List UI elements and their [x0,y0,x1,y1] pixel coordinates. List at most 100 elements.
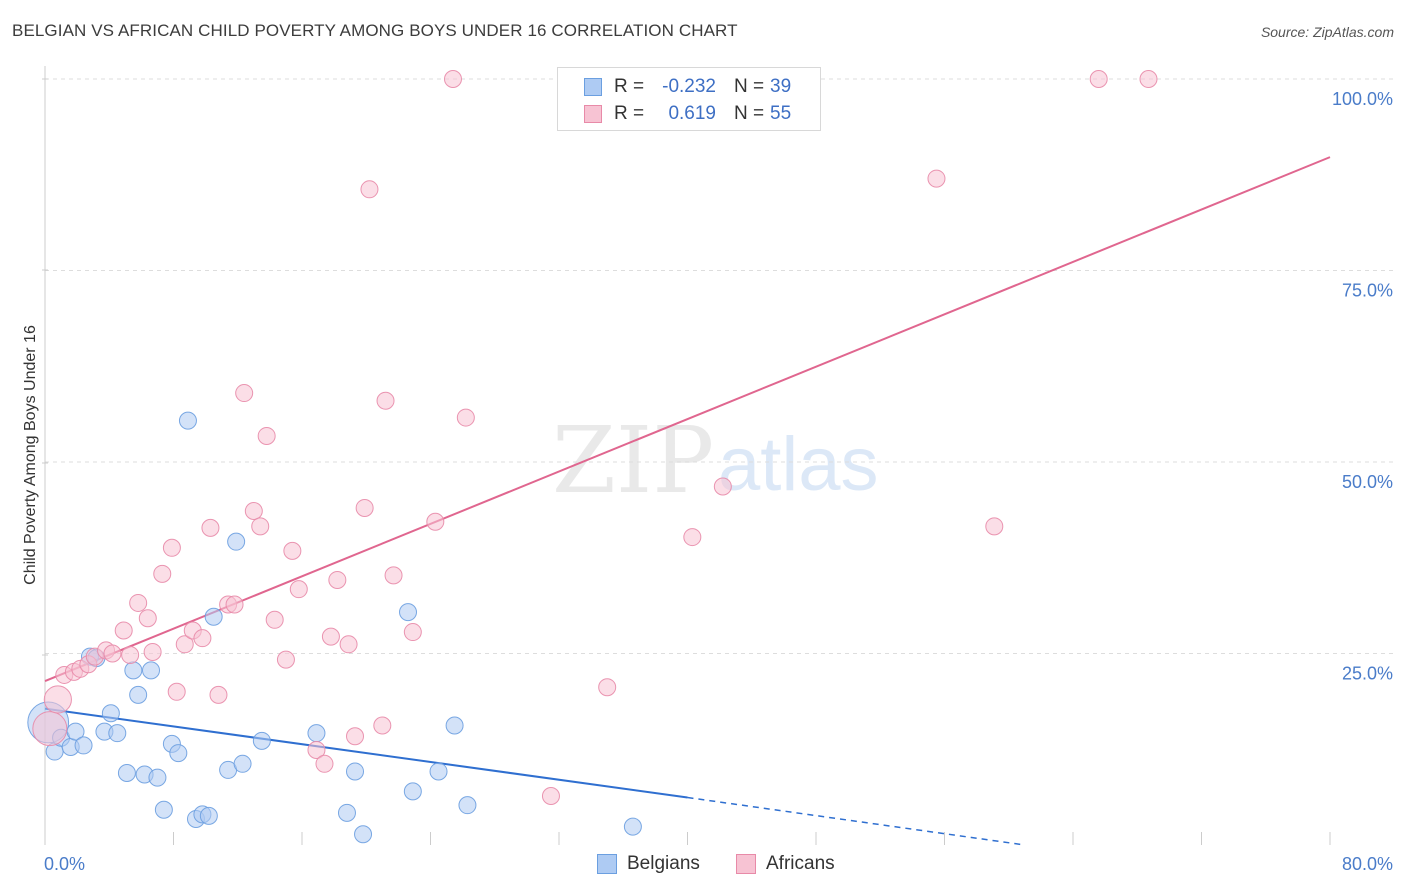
belgian-point [108,724,127,743]
belgians-trend-extension [687,796,1025,846]
legend-n-value: 39 [770,76,792,97]
african-point [456,408,475,427]
legend-n-label: N = [734,103,765,124]
african-point [315,754,334,773]
belgian-point [129,685,148,704]
african-point [103,644,122,663]
watermark-zip: ZIP [552,407,714,514]
african-point [289,580,308,599]
legend-label-belgians: Belgians [627,853,700,874]
belgian-point [101,704,120,723]
african-point [683,528,702,547]
y-tick-label: 75.0% [1342,281,1393,301]
african-point [321,627,340,646]
african-point [244,502,263,521]
belgian-point [142,661,161,680]
chart-title: BELGIAN VS AFRICAN CHILD POVERTY AMONG B… [12,21,738,40]
belgian-point [429,762,448,781]
african-point [257,426,276,445]
legend-swatch-belgians [597,854,617,874]
tick-labels: 25.0% 50.0% 75.0% 100.0% 0.0% 80.0% [44,89,1393,874]
african-point [167,682,186,701]
african-point [985,517,1004,536]
belgian-point [623,817,642,836]
african-point [403,623,422,642]
belgian-point [169,744,188,763]
data-points [27,70,1158,844]
legend-r-label: R = [614,76,645,97]
belgian-point [178,411,197,430]
belgian-point [74,736,93,755]
legend-r-value: 0.619 [668,103,716,124]
african-point [1089,70,1108,88]
x-tick-label: 0.0% [44,854,85,874]
african-point [276,650,295,669]
african-point [598,678,617,697]
belgians-trend-line [44,707,688,799]
african-point [32,711,68,747]
african-point [265,610,284,629]
african-point [283,541,302,560]
y-tick-label: 50.0% [1342,472,1393,492]
african-point [339,635,358,654]
belgian-point [354,825,373,844]
belgian-point [403,782,422,801]
african-point [43,685,72,714]
legend-row-africans: R = 0.619 N = 55 [558,101,820,129]
legend-swatch-africans [584,105,602,123]
correlation-legend: R = -0.232 N = 39 R = 0.619 N = 55 [557,67,821,131]
belgian-point [346,762,365,781]
grid-lines [45,78,1395,654]
african-point [307,741,326,760]
x-tick-label: 80.0% [1342,854,1393,874]
african-point [251,517,270,536]
source-credit: Source: ZipAtlas.com [1260,24,1394,40]
african-point [713,477,732,496]
legend-r-value: -0.232 [662,76,716,97]
african-point [138,609,157,628]
african-point [360,180,379,199]
watermark: ZIP atlas [552,407,879,514]
belgian-point [227,532,246,551]
african-point [384,566,403,585]
legend-row-belgians: R = -0.232 N = 39 [558,74,820,102]
african-point [1139,70,1158,88]
belgian-point [233,754,252,773]
belgian-point [399,603,418,622]
african-point [376,391,395,410]
y-tick-label: 100.0% [1332,89,1393,109]
african-point [443,70,462,88]
african-point [175,635,194,654]
legend-label-africans: Africans [766,853,835,874]
y-axis-label: Child Poverty Among Boys Under 16 [22,325,39,585]
series-legend-africans[interactable]: Africans [736,852,856,878]
legend-swatch-africans [736,854,756,874]
belgian-point [148,768,167,787]
africans-trend-line [44,156,1331,683]
belgian-point [199,806,218,825]
african-point [114,621,133,640]
african-point [373,716,392,735]
african-point [355,498,374,517]
belgian-point [204,607,223,626]
belgian-point [458,796,477,815]
african-point [541,786,560,805]
legend-n-value: 55 [770,103,792,124]
legend-n-label: N = [734,76,765,97]
african-point [235,384,254,403]
african-point [129,593,148,612]
african-point [162,538,181,557]
african-point [121,646,140,665]
african-point [209,685,228,704]
belgian-point [307,724,326,743]
trend-lines [44,156,1331,846]
african-point [143,642,162,661]
y-tick-label: 25.0% [1342,664,1393,684]
african-point [346,727,365,746]
legend-swatch-belgians [584,78,602,96]
african-point [201,518,220,537]
belgian-point [445,716,464,735]
belgian-point [252,731,271,750]
series-legend-belgians[interactable]: Belgians [597,852,717,878]
